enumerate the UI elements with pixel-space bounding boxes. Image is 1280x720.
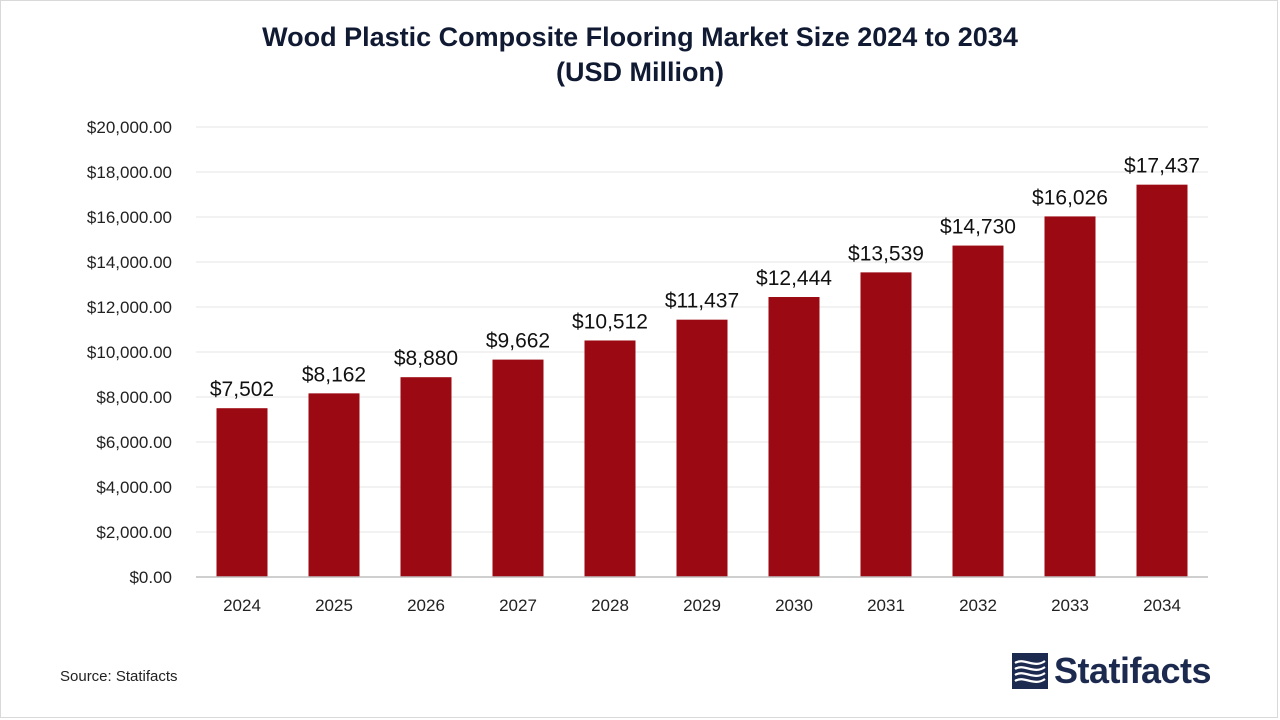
x-tick-label: 2025 xyxy=(315,596,353,615)
bar xyxy=(676,319,728,577)
brand-logo: Statifacts xyxy=(1012,649,1212,693)
y-tick-label: $18,000.00 xyxy=(87,163,172,182)
data-label: $17,437 xyxy=(1124,155,1200,178)
data-label: $10,512 xyxy=(572,310,648,333)
y-tick-label: $20,000.00 xyxy=(87,118,172,137)
data-label: $8,162 xyxy=(302,363,366,386)
y-tick-label: $10,000.00 xyxy=(87,343,172,362)
y-tick-label: $4,000.00 xyxy=(96,478,172,497)
data-label: $8,880 xyxy=(394,347,458,370)
y-tick-label: $14,000.00 xyxy=(87,253,172,272)
x-tick-label: 2024 xyxy=(223,596,261,615)
x-tick-label: 2030 xyxy=(775,596,813,615)
chart-title-line2: (USD Million) xyxy=(556,57,724,87)
y-tick-label: $16,000.00 xyxy=(87,208,172,227)
data-label: $13,539 xyxy=(848,242,924,265)
x-tick-label: 2029 xyxy=(683,596,721,615)
x-tick-label: 2027 xyxy=(499,596,537,615)
y-tick-label: $2,000.00 xyxy=(96,523,172,542)
data-label: $11,437 xyxy=(665,290,739,313)
data-label: $12,444 xyxy=(756,267,832,290)
bar xyxy=(1044,216,1096,578)
bar xyxy=(1136,184,1188,578)
chart-title-line1: Wood Plastic Composite Flooring Market S… xyxy=(262,22,1018,52)
data-label: $7,502 xyxy=(210,378,274,401)
bar xyxy=(952,245,1004,577)
x-tick-label: 2034 xyxy=(1143,596,1181,615)
statifacts-logo-icon xyxy=(1012,653,1048,689)
y-tick-label: $6,000.00 xyxy=(96,433,172,452)
y-tick-label: $0.00 xyxy=(129,568,172,587)
bar xyxy=(492,359,544,577)
data-label: $9,662 xyxy=(486,330,550,353)
bar xyxy=(308,393,360,577)
y-tick-label: $8,000.00 xyxy=(96,388,172,407)
x-tick-label: 2026 xyxy=(407,596,445,615)
y-tick-label: $12,000.00 xyxy=(87,298,172,317)
x-tick-label: 2028 xyxy=(591,596,629,615)
bar xyxy=(584,340,636,577)
chart-title: Wood Plastic Composite Flooring Market S… xyxy=(0,20,1280,90)
brand-name: Statifacts xyxy=(1054,650,1212,691)
bar xyxy=(768,297,820,577)
x-tick-label: 2033 xyxy=(1051,596,1089,615)
x-tick-label: 2032 xyxy=(959,596,997,615)
bar xyxy=(400,377,452,577)
bar xyxy=(216,408,268,577)
data-label: $16,026 xyxy=(1032,186,1108,209)
data-label: $14,730 xyxy=(940,216,1016,239)
source-note: Source: Statifacts xyxy=(60,668,178,685)
x-tick-label: 2031 xyxy=(867,596,905,615)
bar xyxy=(860,272,912,577)
